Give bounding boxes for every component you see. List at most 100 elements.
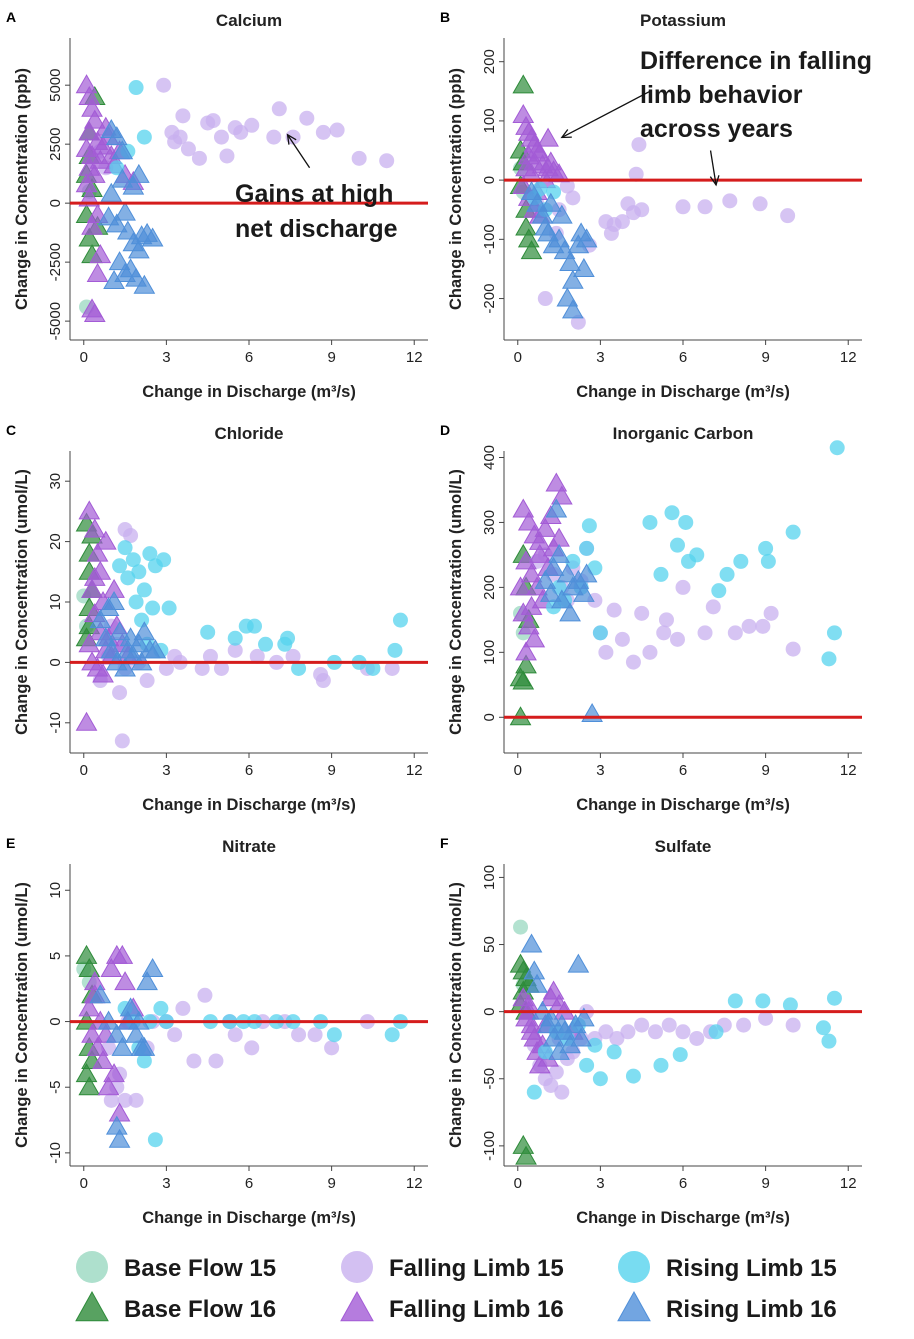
point-fall15 bbox=[285, 648, 301, 664]
point-fall16 bbox=[83, 566, 106, 586]
point-fall15 bbox=[384, 660, 400, 676]
legend-label: Rising Limb 15 bbox=[666, 1255, 837, 1282]
point-fall16 bbox=[539, 151, 562, 171]
annotation-line: limb behavior bbox=[640, 81, 803, 109]
point-rise15 bbox=[291, 660, 307, 676]
point-fall16 bbox=[86, 262, 109, 282]
panel-letter: B bbox=[440, 9, 450, 25]
point-rise15 bbox=[587, 1037, 603, 1053]
annotation-arrow bbox=[561, 90, 651, 139]
panel-b: B Potassium 0 3 6 9 12 -200 -100 0 100 200 Change in… bbox=[440, 9, 872, 401]
point-fall15 bbox=[736, 1017, 752, 1033]
point-rise15 bbox=[708, 1024, 724, 1040]
point-rise15 bbox=[653, 566, 669, 582]
y-tick-label: 5000 bbox=[47, 69, 64, 102]
point-rise15 bbox=[669, 537, 685, 553]
point-fall15 bbox=[128, 1092, 144, 1108]
point-fall15 bbox=[285, 129, 301, 145]
point-rise15 bbox=[128, 80, 144, 96]
point-rise16 bbox=[127, 239, 150, 259]
point-rise16 bbox=[526, 973, 548, 993]
legend-label: Falling Limb 16 bbox=[389, 1296, 564, 1323]
data-points bbox=[75, 74, 395, 323]
point-fall16 bbox=[81, 1023, 103, 1043]
y-tick-label: 100 bbox=[481, 640, 498, 665]
point-rise15 bbox=[134, 612, 150, 628]
point-rise15 bbox=[782, 997, 798, 1013]
y-tick-label: 30 bbox=[47, 473, 64, 490]
panel-title: Chloride bbox=[215, 424, 284, 443]
point-fall15 bbox=[656, 625, 672, 641]
panel-title: Nitrate bbox=[222, 837, 276, 856]
point-rise16 bbox=[133, 1036, 156, 1056]
point-rise15 bbox=[156, 552, 172, 568]
point-fall16 bbox=[81, 578, 103, 598]
point-fall16 bbox=[92, 135, 114, 155]
x-tick-label: 0 bbox=[80, 349, 88, 366]
point-rise16 bbox=[105, 126, 128, 146]
point-rise15 bbox=[672, 1047, 688, 1063]
point-fall16 bbox=[100, 958, 123, 978]
point-fall15 bbox=[233, 124, 249, 140]
x-axis-label: Change in Discharge (m³/s) bbox=[142, 383, 356, 401]
point-fall15 bbox=[727, 625, 743, 641]
x-tick-label: 3 bbox=[162, 762, 170, 779]
point-fall16 bbox=[548, 163, 570, 183]
x-tick-label: 6 bbox=[245, 762, 253, 779]
point-rise16 bbox=[567, 953, 590, 973]
point-fall16 bbox=[78, 500, 101, 520]
point-base16 bbox=[512, 670, 535, 690]
point-rise15 bbox=[664, 505, 680, 521]
point-rise15 bbox=[112, 558, 128, 574]
x-tick-label: 12 bbox=[406, 762, 423, 779]
legend-item-base16: Base Flow 16 bbox=[75, 1290, 276, 1323]
legend-triangle-swatch bbox=[75, 1290, 109, 1322]
y-axis-label: Change in Concentration (ppb) bbox=[447, 68, 465, 310]
point-rise15 bbox=[125, 552, 141, 568]
x-axis-label: Change in Discharge (m³/s) bbox=[576, 383, 790, 401]
point-fall15 bbox=[614, 631, 630, 647]
point-rise15 bbox=[689, 547, 705, 563]
y-tick-label: 0 bbox=[47, 658, 64, 666]
point-fall15 bbox=[180, 141, 196, 157]
point-fall15 bbox=[537, 291, 553, 307]
y-axis-label: Change in Concentration (umol/L) bbox=[13, 882, 31, 1148]
point-fall15 bbox=[661, 1017, 677, 1033]
point-fall15 bbox=[291, 1027, 307, 1043]
x-tick-label: 3 bbox=[162, 1175, 170, 1192]
point-fall15 bbox=[559, 178, 575, 194]
point-rise15 bbox=[537, 1044, 553, 1060]
y-tick-label: -5 bbox=[47, 1081, 64, 1094]
point-rise15 bbox=[821, 1033, 837, 1049]
point-rise15 bbox=[200, 624, 216, 640]
point-fall16 bbox=[86, 542, 109, 562]
point-fall15 bbox=[114, 733, 130, 749]
panel-title: Potassium bbox=[640, 11, 726, 30]
point-fall15 bbox=[570, 314, 586, 330]
point-rise15 bbox=[258, 636, 274, 652]
point-rise15 bbox=[326, 1027, 342, 1043]
point-fall16 bbox=[537, 127, 559, 147]
legend-label: Base Flow 16 bbox=[124, 1296, 276, 1323]
point-fall15 bbox=[669, 631, 685, 647]
y-tick-label: 20 bbox=[47, 533, 64, 550]
point-rise16 bbox=[114, 201, 136, 221]
y-axis-label: Change in Concentration (ppb) bbox=[13, 68, 31, 310]
point-rise15 bbox=[625, 1068, 641, 1084]
x-tick-label: 6 bbox=[679, 349, 687, 366]
point-fall16 bbox=[97, 1076, 120, 1096]
point-base16 bbox=[75, 1063, 98, 1083]
point-rise15 bbox=[153, 1000, 169, 1016]
y-tick-label: 0 bbox=[47, 199, 64, 207]
legend-circle-swatch bbox=[76, 1251, 108, 1283]
data-points bbox=[509, 74, 796, 330]
point-fall15 bbox=[785, 1017, 801, 1033]
point-rise16 bbox=[119, 258, 142, 278]
y-tick-label: 50 bbox=[481, 936, 498, 953]
point-rise15 bbox=[785, 524, 801, 540]
point-rise16 bbox=[97, 206, 120, 226]
panel-letter: F bbox=[440, 835, 449, 851]
x-tick-label: 9 bbox=[327, 349, 335, 366]
point-rise15 bbox=[136, 1053, 152, 1069]
point-fall15 bbox=[175, 1000, 191, 1016]
